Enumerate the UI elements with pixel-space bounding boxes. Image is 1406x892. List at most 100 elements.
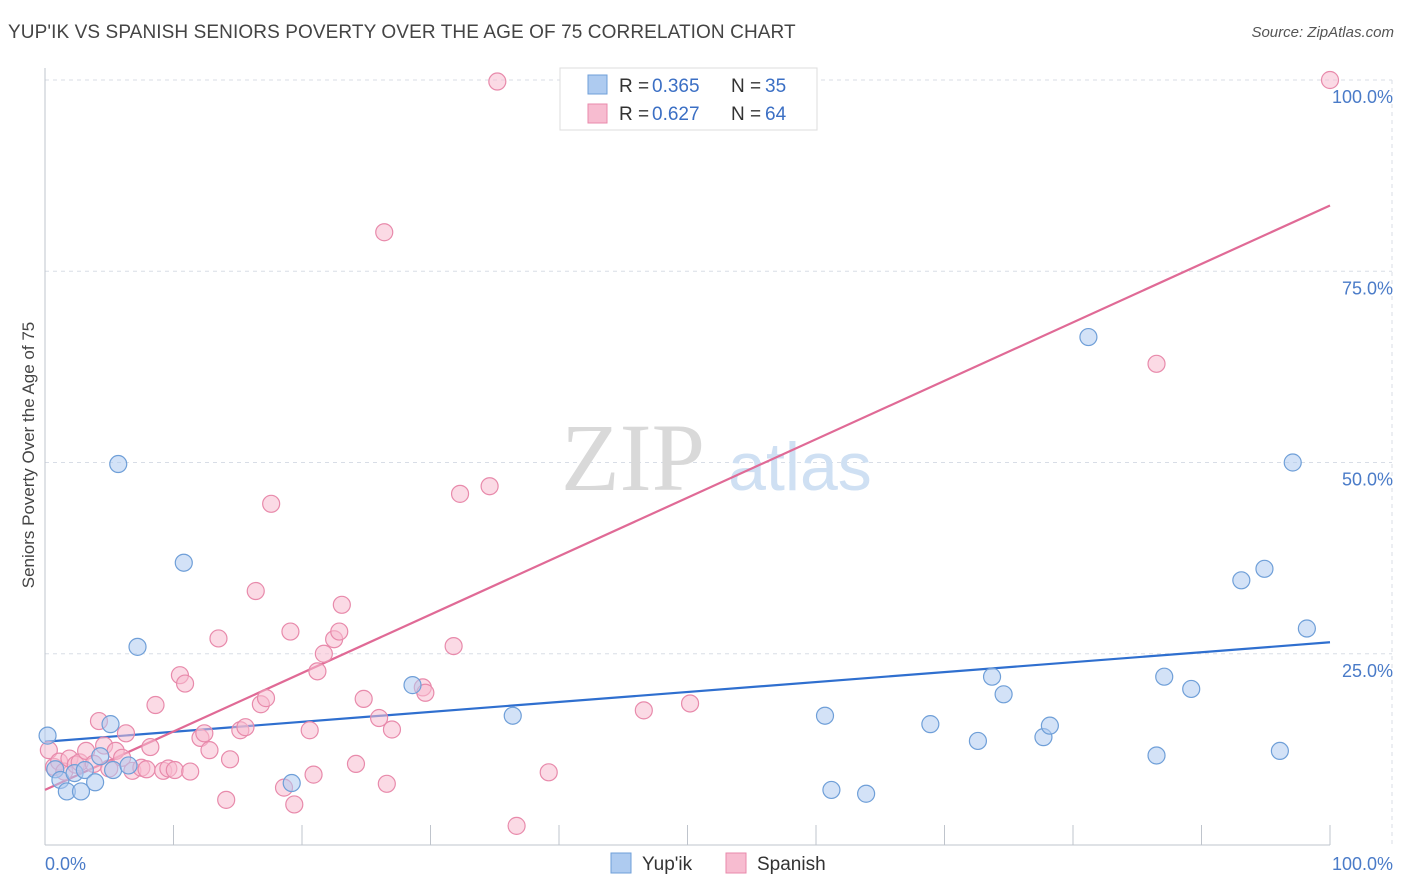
- yupik-point-6: [75, 760, 94, 780]
- tick-labels: 25.0% 50.0% 75.0% 100.0% 0.0% 100.0%: [45, 87, 1393, 874]
- x-tick-label-1: 100.0%: [1332, 854, 1393, 874]
- yupik-point-28: [1147, 746, 1166, 765]
- yupik-point-23: [982, 667, 1002, 686]
- spanish-point-48: [346, 754, 366, 774]
- spanish-point-50: [370, 708, 389, 728]
- yupik-point-35: [1297, 619, 1316, 638]
- legend-r-value-spanish: 0.627: [652, 104, 700, 125]
- legend-swatch-spanish: [587, 103, 608, 124]
- bottom-legend-label-yupik: Yup'ik: [642, 854, 693, 875]
- spanish-point-63: [680, 694, 700, 713]
- bottom-legend: Yup'ik Spanish: [610, 852, 826, 875]
- source-label: Source: ZipAtlas.com: [1251, 24, 1394, 41]
- yupik-point-31: [1232, 571, 1251, 590]
- legend-n-label-spanish: N =: [731, 104, 761, 125]
- yupik-point-5: [71, 782, 91, 801]
- yupik-point-29: [1155, 667, 1174, 686]
- yupik-point-30: [1182, 679, 1201, 699]
- y-tick-label-3: 100.0%: [1332, 87, 1393, 107]
- spanish-point-33: [236, 718, 255, 737]
- spanish-point-28: [200, 741, 219, 760]
- legend-swatch-yupik: [587, 74, 608, 95]
- yupik-point-0: [38, 726, 57, 745]
- chart-title: YUP'IK VS SPANISH SENIORS POVERTY OVER T…: [8, 22, 796, 43]
- y-tick-label-0: 25.0%: [1342, 661, 1393, 681]
- y-tick-label-2: 75.0%: [1342, 278, 1393, 298]
- spanish-point-14: [116, 724, 136, 743]
- spanish-point-25: [181, 762, 200, 781]
- yupik-point-24: [994, 685, 1013, 704]
- yupik-point-22: [968, 731, 988, 751]
- legend-r-label-spanish: R =: [619, 104, 649, 125]
- bottom-legend-label-spanish: Spanish: [757, 854, 826, 875]
- spanish-point-41: [300, 721, 319, 740]
- spanish-point-51: [375, 223, 394, 242]
- spanish-point-24: [175, 674, 195, 693]
- yupik-point-18: [815, 706, 835, 725]
- spanish-point-60: [507, 816, 526, 835]
- spanish-point-57: [450, 484, 470, 503]
- yupik-point-32: [1255, 559, 1274, 578]
- spanish-point-58: [480, 477, 499, 496]
- yupik-point-34: [1283, 453, 1302, 472]
- data-points: [38, 70, 1340, 835]
- yupik-point-33: [1270, 741, 1289, 761]
- yupik-point-8: [91, 747, 110, 766]
- yupik-point-15: [282, 773, 301, 793]
- yupik-point-19: [822, 780, 841, 800]
- yupik-point-9: [101, 715, 120, 734]
- yupik-point-21: [921, 715, 940, 734]
- legend-r-value-yupik: 0.365: [652, 76, 700, 97]
- spanish-point-40: [285, 795, 304, 814]
- y-tick-label-1: 50.0%: [1342, 470, 1393, 490]
- legend: R = 0.365 N = 35 R = 0.627 N = 64: [559, 67, 818, 131]
- yupik-point-26: [1040, 716, 1059, 735]
- legend-n-value-spanish: 64: [765, 104, 787, 125]
- yupik-point-16: [403, 676, 422, 695]
- spanish-point-18: [141, 737, 160, 757]
- legend-r-label-yupik: R =: [619, 76, 649, 97]
- watermark-zip: ZIP: [561, 404, 705, 511]
- yupik-point-17: [503, 706, 522, 725]
- spanish-point-44: [314, 644, 333, 663]
- watermark: ZIP atlas: [561, 404, 872, 511]
- yupik-point-27: [1079, 327, 1098, 347]
- spanish-point-31: [220, 750, 240, 769]
- spanish-point-59: [488, 72, 507, 91]
- spanish-point-22: [165, 760, 184, 780]
- spanish-point-49: [354, 689, 373, 708]
- spanish-point-53: [382, 720, 402, 739]
- legend-n-label-yupik: N =: [731, 76, 761, 97]
- spanish-point-19: [146, 695, 165, 715]
- trend-line-yupik: [44, 641, 1331, 743]
- yupik-point-13: [128, 637, 147, 656]
- spanish-point-61: [539, 763, 558, 782]
- yupik-point-14: [174, 553, 193, 572]
- x-tick-label-0: 0.0%: [45, 854, 86, 874]
- spanish-point-34: [246, 581, 265, 601]
- spanish-point-39: [281, 622, 300, 641]
- y-axis-title: Seniors Poverty Over the Age of 75: [19, 322, 38, 588]
- yupik-point-10: [104, 760, 123, 780]
- spanish-point-52: [377, 774, 396, 793]
- yupik-point-12: [119, 756, 138, 775]
- spanish-point-27: [195, 724, 214, 743]
- yupik-point-20: [857, 784, 876, 803]
- spanish-point-30: [217, 790, 236, 809]
- bottom-legend-swatch-spanish: [725, 852, 747, 874]
- spanish-point-17: [137, 760, 156, 779]
- spanish-point-36: [256, 689, 276, 708]
- spanish-point-56: [444, 636, 463, 656]
- legend-n-value-yupik: 35: [765, 76, 786, 97]
- bottom-legend-swatch-yupik: [610, 852, 632, 874]
- spanish-point-43: [308, 662, 327, 681]
- axes: [44, 68, 1331, 846]
- spanish-point-62: [634, 701, 653, 720]
- yupik-point-7: [86, 773, 105, 792]
- spanish-point-42: [304, 765, 323, 784]
- spanish-point-37: [262, 494, 281, 513]
- spanish-point-46: [330, 622, 349, 641]
- spanish-point-29: [209, 629, 228, 648]
- watermark-atlas: atlas: [728, 429, 872, 505]
